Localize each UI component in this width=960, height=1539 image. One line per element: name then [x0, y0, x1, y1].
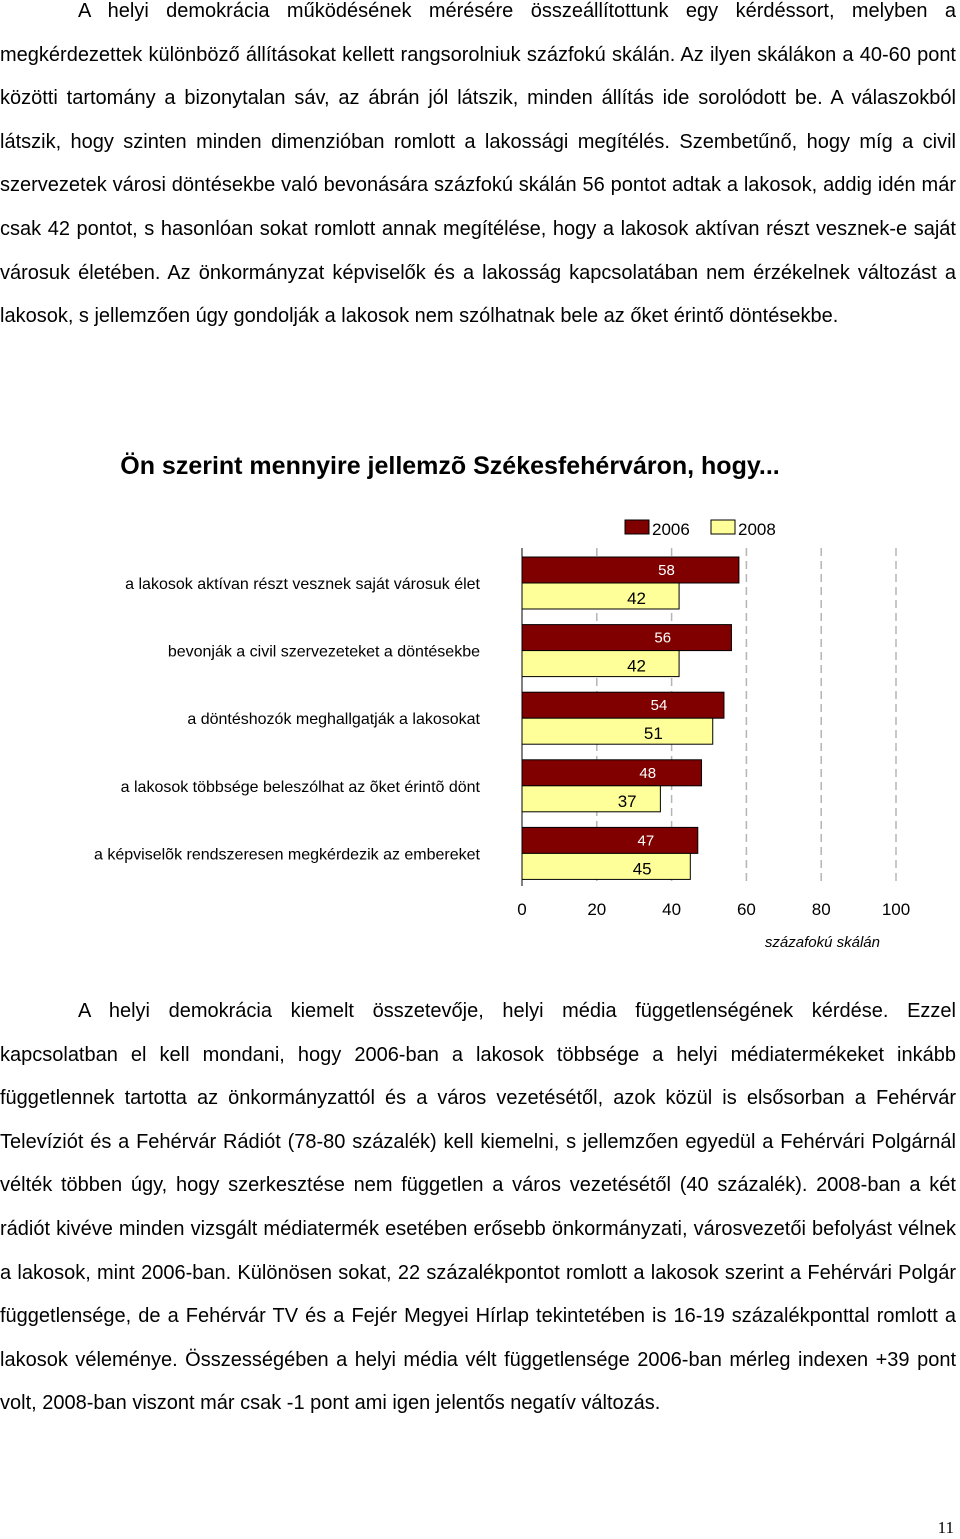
bar-2008 — [521, 785, 661, 813]
data-label-2006: 56 — [654, 630, 671, 647]
x-tick-label: 40 — [662, 900, 681, 919]
chart-title: Ön szerint mennyire jellemzõ Székesfehér… — [120, 452, 780, 480]
data-label-2006: 58 — [658, 562, 675, 579]
category-label: a lakosok többsége beleszólhat az õket é… — [121, 779, 481, 796]
data-label-2006: 48 — [639, 765, 656, 782]
legend-swatch-2006 — [624, 519, 650, 535]
x-tick-label: 80 — [812, 900, 831, 919]
bar-2008 — [521, 650, 680, 678]
chart-bars — [521, 556, 740, 880]
bar-2008 — [521, 852, 691, 880]
legend-label-2008: 2008 — [738, 520, 776, 539]
bar-2008 — [521, 717, 714, 745]
bar-2006 — [521, 826, 699, 854]
x-tick-label: 100 — [882, 900, 910, 919]
legend-label-2006: 2006 — [652, 520, 690, 539]
chart-legend: 2006 2008 — [624, 519, 776, 539]
x-tick-label: 0 — [517, 900, 526, 919]
data-label-2008: 51 — [644, 724, 663, 743]
x-tick-label: 20 — [587, 900, 606, 919]
chart-labels: 58 42 a lakosok aktívan részt vesznek sajá… — [94, 562, 675, 878]
category-label: a döntéshozók meghallgatják a lakosokat — [187, 711, 480, 728]
data-label-2006: 47 — [638, 832, 655, 849]
x-axis-label: százafokú skálán — [765, 934, 880, 951]
data-label-2008: 42 — [627, 589, 646, 608]
bar-2006 — [521, 556, 740, 584]
category-label: bevonják a civil szervezeteket a döntése… — [168, 644, 480, 661]
body-paragraph-1: A helyi demokrácia működésének mérésére … — [0, 0, 956, 328]
bar-2006 — [521, 691, 725, 719]
data-label-2008: 45 — [633, 859, 652, 878]
legend-swatch-2008 — [710, 519, 736, 535]
category-label: a képviselõk rendszeresen megkérdezik az… — [94, 846, 481, 863]
data-label-2008: 37 — [618, 792, 637, 811]
bar-2006 — [521, 759, 703, 787]
data-label-2008: 42 — [627, 657, 646, 676]
bar-2008 — [521, 582, 680, 610]
data-label-2006: 54 — [651, 697, 668, 714]
page-number: 11 — [937, 1518, 954, 1537]
bar-2006 — [521, 624, 732, 652]
category-label: a lakosok aktívan részt vesznek saját vá… — [125, 576, 480, 593]
body-paragraph-2: A helyi demokrácia kiemelt összetevője, … — [0, 1000, 956, 1415]
x-tick-label: 60 — [737, 900, 756, 919]
